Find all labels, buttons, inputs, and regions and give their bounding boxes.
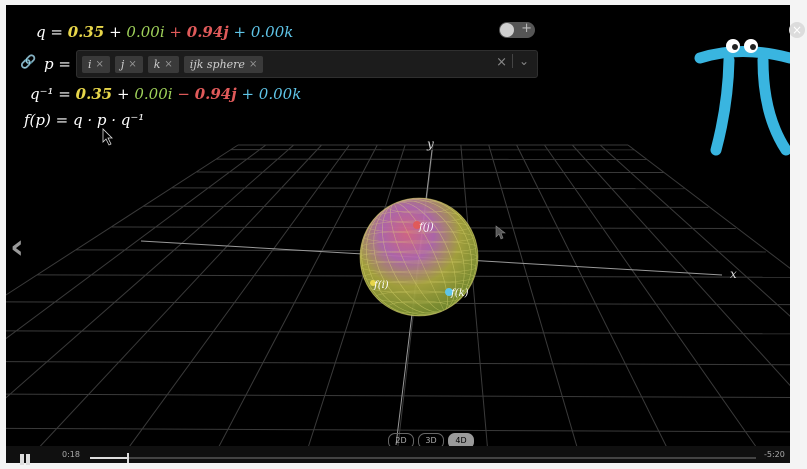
p-chip[interactable]: i×	[82, 56, 110, 73]
settings-toggle[interactable]: +	[499, 22, 535, 38]
p-chip[interactable]: k×	[148, 56, 179, 73]
chevron-down-icon[interactable]: ⌄	[512, 54, 529, 68]
link-icon[interactable]: 🔗	[20, 55, 36, 70]
toggle-knob	[500, 23, 514, 37]
p-chip[interactable]: ijk sphere ×	[184, 56, 264, 73]
point-f-k-label: f(k)	[450, 288, 469, 299]
progress-track[interactable]	[90, 457, 756, 459]
video-control-bar: 0:18 -5:20	[6, 446, 790, 463]
remove-chip-icon[interactable]: ×	[249, 59, 257, 70]
p-chip-label: j	[121, 58, 124, 71]
close-icon[interactable]: ×	[789, 22, 805, 38]
p-label: p =	[44, 55, 71, 73]
elapsed-time: 0:18	[62, 450, 80, 459]
remove-chip-icon[interactable]: ×	[164, 59, 172, 70]
clear-chips-button[interactable]: ×	[496, 55, 507, 70]
q-equation: q = 0.35 + 0.00i + 0.94j + 0.00k	[36, 23, 293, 41]
scrub-handle[interactable]	[127, 453, 129, 463]
progress-fill	[90, 457, 127, 459]
p-chip-label: i	[88, 58, 92, 71]
q-inverse-equation: q⁻¹ = 0.35 + 0.00i − 0.94j + 0.00k	[30, 85, 301, 103]
quaternion-sphere[interactable]	[341, 179, 498, 336]
x-axis-label: x	[730, 267, 737, 281]
p-chip-label: ijk sphere	[190, 58, 245, 71]
mouse-cursor-icon	[103, 129, 112, 145]
remaining-time: -5:20	[764, 450, 785, 459]
back-arrow-icon[interactable]: ‹	[10, 227, 24, 267]
plus-icon: +	[521, 21, 532, 36]
remove-chip-icon[interactable]: ×	[96, 59, 104, 70]
f-of-p-equation: f(p) = q · p · q⁻¹	[24, 111, 144, 129]
p-chip[interactable]: j×	[115, 56, 143, 73]
remove-chip-icon[interactable]: ×	[128, 59, 136, 70]
pi-mascot-icon	[700, 39, 790, 150]
point-f-j-label: f(j)	[418, 222, 434, 233]
video-frame[interactable]: y x f(j) f(i) f(k)	[6, 5, 790, 463]
y-axis-label: y	[426, 137, 434, 151]
pause-icon[interactable]	[20, 450, 32, 461]
point-f-i-label: f(i)	[373, 280, 389, 291]
p-chip-label: k	[154, 58, 161, 71]
p-chip-input[interactable]: i×j×k×ijk sphere× × ⌄	[76, 50, 538, 78]
